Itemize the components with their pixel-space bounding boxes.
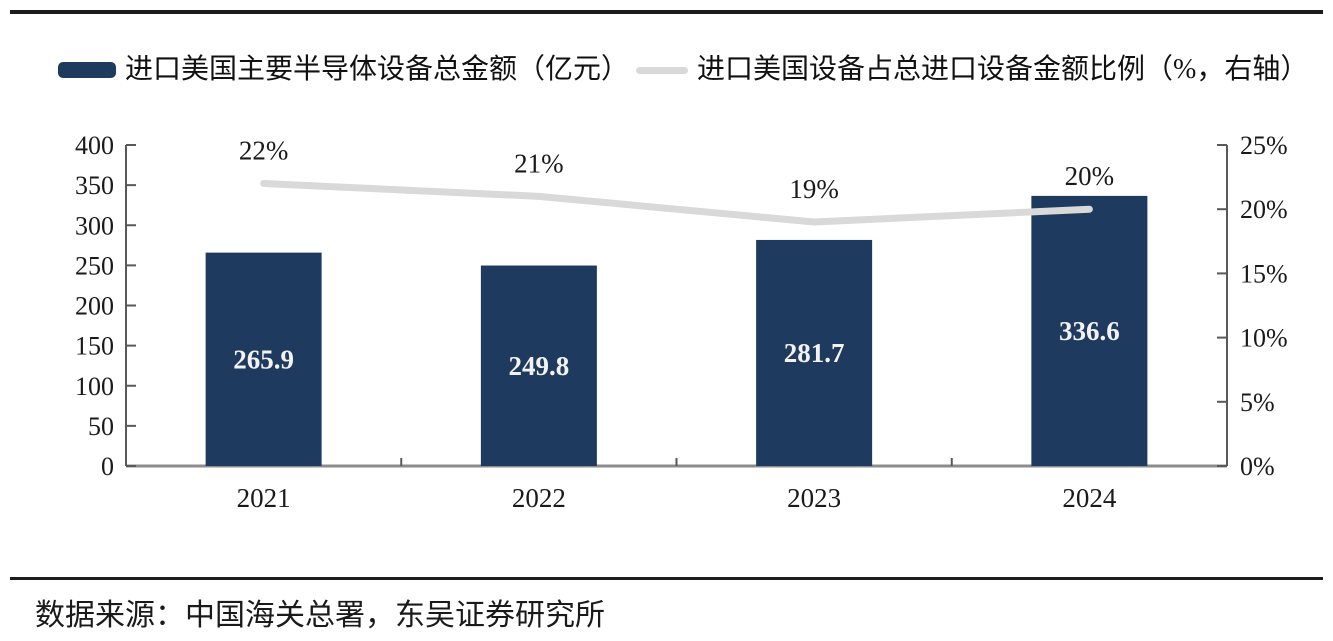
bar-value-label: 265.9	[233, 344, 294, 374]
line-series-legend-label: 进口美国设备占总进口设备金额比例（%，右轴）	[697, 54, 1309, 85]
y-axis-left-label: 50	[88, 412, 114, 441]
bar-value-label: 281.7	[784, 338, 845, 368]
top-rule	[10, 10, 1323, 14]
legend-item-line-series: 进口美国设备占总进口设备金额比例（%，右轴）	[636, 52, 1308, 88]
bar-series-swatch	[58, 62, 116, 78]
y-axis-left-label: 400	[75, 131, 114, 160]
bottom-rule	[10, 577, 1323, 580]
y-axis-left-label: 150	[75, 332, 114, 361]
y-axis-right-label: 10%	[1240, 324, 1288, 353]
bar-series-legend-label: 进口美国主要半导体设备总金额（亿元）	[125, 54, 630, 85]
data-source-note: 数据来源：中国海关总署，东吴证券研究所	[35, 599, 605, 632]
line-series-swatch	[636, 66, 688, 74]
y-axis-right-label: 0%	[1240, 452, 1275, 481]
ratio-point-label: 20%	[1065, 161, 1115, 191]
y-axis-right-label: 20%	[1240, 195, 1288, 224]
x-axis-label: 2021	[237, 483, 291, 513]
y-axis-right-label: 25%	[1240, 131, 1288, 160]
x-axis-label: 2022	[512, 483, 566, 513]
y-axis-left-label: 100	[75, 372, 114, 401]
y-axis-left-label: 250	[75, 251, 114, 280]
bar	[480, 265, 597, 466]
legend-item-bar-series: 进口美国主要半导体设备总金额（亿元）	[58, 52, 629, 88]
bar-value-label: 336.6	[1059, 316, 1120, 346]
y-axis-right-label: 5%	[1240, 388, 1275, 417]
bar	[1031, 195, 1148, 467]
bar	[756, 239, 873, 466]
ratio-line	[260, 180, 1093, 226]
ratio-point-label: 21%	[514, 148, 564, 178]
ratio-point-label: 22%	[239, 136, 289, 166]
chart-legend: 进口美国主要半导体设备总金额（亿元） 进口美国设备占总进口设备金额比例（%，右轴…	[0, 52, 1333, 88]
bar	[205, 252, 322, 466]
x-axis-label: 2024	[1062, 483, 1117, 513]
y-axis-right-label: 15%	[1240, 259, 1288, 288]
y-axis-left-label: 0	[101, 452, 114, 481]
x-axis-label: 2023	[787, 483, 841, 513]
y-axis-left-label: 200	[75, 292, 114, 321]
y-axis-left-label: 350	[75, 171, 114, 200]
bar-value-label: 249.8	[509, 351, 570, 381]
y-axis-left-label: 300	[75, 211, 114, 240]
ratio-point-label: 19%	[789, 174, 839, 204]
